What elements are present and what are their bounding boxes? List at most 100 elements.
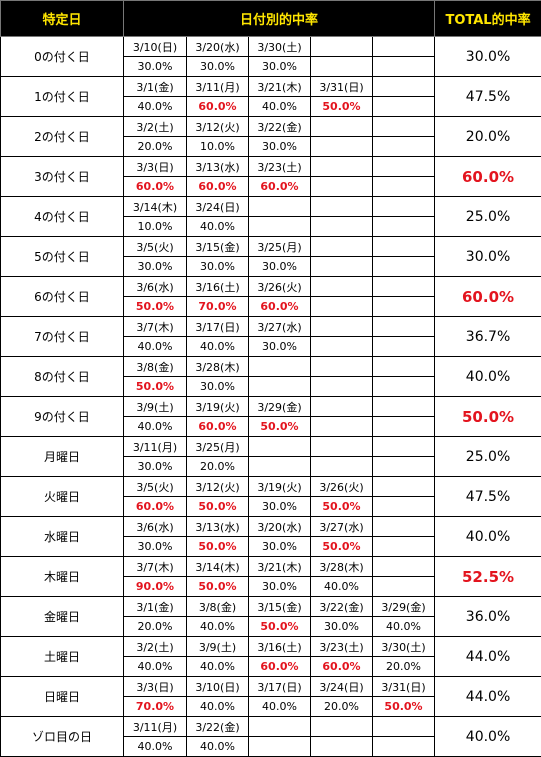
empty-cell — [371, 376, 436, 397]
rate-cell: 60.0% — [248, 176, 311, 197]
empty-cell — [371, 356, 436, 377]
empty-cell — [371, 336, 436, 357]
date-cell: 3/25(月) — [186, 436, 249, 457]
date-cell: 3/17(日) — [186, 316, 249, 337]
rate-cell: 40.0% — [186, 656, 249, 677]
total-rate-cell: 20.0% — [434, 116, 541, 157]
empty-cell — [310, 36, 373, 57]
row-label: 9の付く日 — [0, 396, 124, 437]
total-rate-cell: 60.0% — [434, 276, 541, 317]
date-cell: 3/2(土) — [123, 116, 187, 137]
empty-cell — [371, 556, 436, 577]
rate-cell: 60.0% — [310, 656, 373, 677]
rate-cell: 30.0% — [123, 256, 187, 277]
date-cell: 3/22(金) — [310, 596, 373, 617]
rate-cell: 40.0% — [123, 336, 187, 357]
empty-cell — [310, 316, 373, 337]
empty-cell — [371, 436, 436, 457]
empty-cell — [310, 456, 373, 477]
date-cell: 3/6(水) — [123, 276, 187, 297]
table-row: 金曜日 3/1(金) 3/8(金) 3/15(金) 3/22(金) 3/29(金) 36.0… — [0, 596, 541, 637]
rate-cell: 20.0% — [123, 136, 187, 157]
total-rate-cell: 52.5% — [434, 556, 541, 597]
date-cell: 3/3(日) — [123, 676, 187, 697]
date-cell: 3/25(月) — [248, 236, 311, 257]
empty-cell — [371, 396, 436, 417]
empty-cell — [310, 116, 373, 137]
empty-cell — [248, 736, 311, 757]
rate-cell: 50.0% — [186, 496, 249, 517]
date-cell: 3/28(木) — [310, 556, 373, 577]
rate-cell: 40.0% — [186, 216, 249, 237]
rate-cell: 50.0% — [186, 536, 249, 557]
row-label: 3の付く日 — [0, 156, 124, 197]
date-cell: 3/16(土) — [248, 636, 311, 657]
date-cell: 3/21(木) — [248, 556, 311, 577]
rate-cell: 30.0% — [248, 136, 311, 157]
rate-cell: 40.0% — [371, 616, 436, 637]
date-cell: 3/14(木) — [123, 196, 187, 217]
rate-cell: 50.0% — [248, 616, 311, 637]
empty-cell — [248, 216, 311, 237]
date-cell: 3/22(金) — [186, 716, 249, 737]
rate-cell: 50.0% — [310, 496, 373, 517]
date-cell: 3/28(木) — [186, 356, 249, 377]
empty-cell — [371, 316, 436, 337]
date-cell: 3/10(日) — [186, 676, 249, 697]
row-label: ゾロ目の日 — [0, 716, 124, 757]
empty-cell — [371, 76, 436, 97]
date-cell: 3/1(金) — [123, 596, 187, 617]
empty-cell — [310, 236, 373, 257]
date-cell: 3/21(木) — [248, 76, 311, 97]
date-cell: 3/15(金) — [248, 596, 311, 617]
rate-cell: 30.0% — [123, 456, 187, 477]
rate-cell: 20.0% — [186, 456, 249, 477]
date-cell: 3/24(日) — [186, 196, 249, 217]
date-cell: 3/7(木) — [123, 556, 187, 577]
total-rate-cell: 40.0% — [434, 716, 541, 757]
rate-cell: 40.0% — [186, 336, 249, 357]
table-row: 6の付く日 3/6(水) 3/16(土) 3/26(火) 60.0% — [0, 276, 541, 317]
empty-cell — [310, 256, 373, 277]
date-cell: 3/13(水) — [186, 156, 249, 177]
rate-cell: 40.0% — [123, 656, 187, 677]
rate-cell: 60.0% — [248, 656, 311, 677]
date-cell: 3/5(火) — [123, 236, 187, 257]
rate-cell: 30.0% — [123, 536, 187, 557]
date-cell: 3/2(土) — [123, 636, 187, 657]
empty-cell — [310, 216, 373, 237]
table-row-rates: 40.0% 40.0% — [1, 736, 541, 757]
date-cell: 3/11(月) — [123, 716, 187, 737]
table-row: 5の付く日 3/5(火) 3/15(金) 3/25(月) 30.0% — [0, 236, 541, 277]
date-cell: 3/24(日) — [310, 676, 373, 697]
empty-cell — [310, 156, 373, 177]
empty-cell — [371, 576, 436, 597]
table-row: 土曜日 3/2(土) 3/9(土) 3/16(土) 3/23(土) 3/30(土) 44.0… — [0, 636, 541, 677]
table-row-rates: 20.0% 40.0% 50.0% 30.0% 40.0% — [1, 616, 541, 637]
date-cell: 3/23(土) — [310, 636, 373, 657]
date-cell: 3/27(水) — [310, 516, 373, 537]
date-cell: 3/16(土) — [186, 276, 249, 297]
empty-cell — [310, 356, 373, 377]
rate-cell: 40.0% — [123, 416, 187, 437]
rate-cell: 70.0% — [186, 296, 249, 317]
row-label: 4の付く日 — [0, 196, 124, 237]
empty-cell — [371, 516, 436, 537]
rate-cell: 30.0% — [248, 336, 311, 357]
empty-cell — [371, 476, 436, 497]
table-row: 3の付く日 3/3(日) 3/13(水) 3/23(土) 60.0% — [0, 156, 541, 197]
rate-cell: 70.0% — [123, 696, 187, 717]
date-cell: 3/30(土) — [371, 636, 436, 657]
date-cell: 3/1(金) — [123, 76, 187, 97]
empty-cell — [371, 496, 436, 517]
table-row-rates: 60.0% 50.0% 30.0% 50.0% — [1, 496, 541, 517]
row-label: 金曜日 — [0, 596, 124, 637]
row-label: 日曜日 — [0, 676, 124, 717]
date-cell: 3/9(土) — [186, 636, 249, 657]
rate-cell: 50.0% — [248, 416, 311, 437]
row-label: 5の付く日 — [0, 236, 124, 277]
empty-cell — [371, 176, 436, 197]
empty-cell — [371, 36, 436, 57]
date-cell: 3/20(水) — [186, 36, 249, 57]
